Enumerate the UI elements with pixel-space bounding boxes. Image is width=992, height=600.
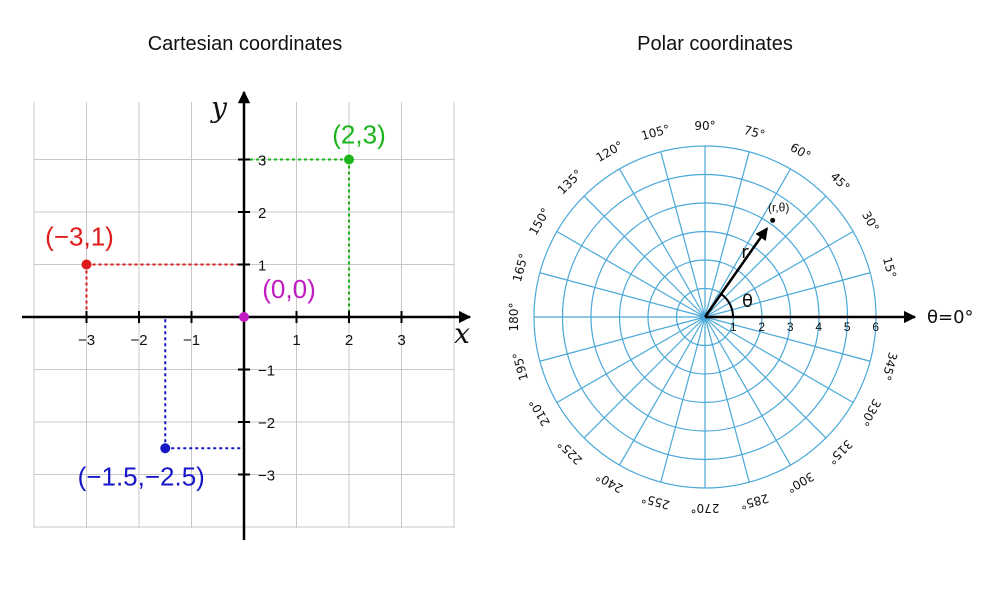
polar-grid-spoke <box>556 230 706 318</box>
point-label: (−3,1) <box>45 222 114 252</box>
polar-angle-label: 345° <box>879 351 900 383</box>
point-label: (0,0) <box>262 274 315 304</box>
polar-grid-spoke <box>704 195 827 318</box>
polar-grid-spoke <box>704 316 871 362</box>
polar-angle-label: 255° <box>640 491 672 512</box>
x-tick-label: 3 <box>397 332 405 349</box>
polar-grid-spoke <box>660 316 706 483</box>
polar-angle-label: 120° <box>593 138 625 165</box>
polar-grid-spoke <box>556 316 706 404</box>
polar-axis-label: θ=0° <box>927 307 974 328</box>
cartesian-guide-lines <box>85 158 350 450</box>
cartesian-ticks: −3 −2 −1 1 2 3 3 2 1 −1 −2 −3 <box>78 153 406 485</box>
polar-grid-spoke <box>660 151 706 318</box>
polar-radial-ticks: 1 2 3 4 5 6 <box>730 320 880 334</box>
polar-grid-spoke <box>539 272 706 318</box>
y-tick-label: −3 <box>258 468 275 485</box>
polar-angle-label: 165° <box>510 252 531 284</box>
cartesian-title: Cartesian coordinates <box>148 33 343 55</box>
point-marker <box>81 259 92 270</box>
polar-grid-spoke <box>704 316 792 466</box>
cartesian-panel: Cartesian coordinates −3 −2 −1 1 2 3321−1−2−3… <box>22 33 472 540</box>
point-label: (2,3) <box>332 120 385 150</box>
polar-grid-spoke <box>704 316 750 483</box>
point-label: (−1.5,−2.5) <box>78 461 205 491</box>
polar-vector-arrow <box>703 227 769 318</box>
polar-angle-label: 315° <box>825 437 855 467</box>
polar-radial-tick: 3 <box>787 320 794 334</box>
polar-angle-label: 300° <box>784 469 816 496</box>
polar-grid-spoke <box>583 195 706 318</box>
polar-angle-label: 285° <box>739 491 771 512</box>
polar-angle-label: 135° <box>555 167 585 197</box>
cartesian-points: (2,3) (−3,1) (0,0) (−1.5,−2.5) <box>45 120 386 492</box>
x-tick-label: 2 <box>345 332 353 349</box>
x-tick-label: −2 <box>130 332 147 349</box>
polar-title: Polar coordinates <box>637 33 793 55</box>
y-tick-label: 3 <box>258 153 266 170</box>
polar-grid-spoke <box>704 151 750 318</box>
y-tick-label: 2 <box>258 205 266 222</box>
y-tick-label: 1 <box>258 258 266 275</box>
x-tick-label: 1 <box>292 332 300 349</box>
x-tick-label: −1 <box>183 332 200 349</box>
polar-r-label: r <box>741 242 749 263</box>
x-axis-label: x <box>454 317 470 350</box>
polar-grid <box>533 145 877 489</box>
polar-angle-label: 45° <box>828 169 853 194</box>
polar-angle-label: 240° <box>593 469 625 496</box>
y-axis-label: y <box>209 91 228 124</box>
polar-angle-label: 210° <box>526 396 553 428</box>
polar-vector: (r,θ) θ r <box>703 200 917 324</box>
polar-angle-label: 90° <box>694 119 715 133</box>
y-tick-label: −2 <box>258 415 275 432</box>
polar-point-marker <box>770 217 776 223</box>
polar-angle-label: 150° <box>526 205 553 237</box>
polar-angle-label: 105° <box>640 122 672 143</box>
polar-angle-label: 195° <box>510 351 531 383</box>
polar-radial-tick: 5 <box>844 320 851 334</box>
polar-grid-spoke <box>704 316 827 439</box>
polar-grid-spoke <box>704 316 854 404</box>
polar-radial-tick: 1 <box>730 320 737 334</box>
polar-theta-arc <box>720 293 734 318</box>
polar-panel: Polar coordinates 15° 30° 45° 60° 75° 90° 105°… <box>507 33 974 515</box>
point-marker <box>239 312 249 322</box>
polar-grid-spoke <box>618 316 706 466</box>
polar-grid-spoke <box>539 316 706 362</box>
polar-grid-spoke <box>704 230 854 318</box>
polar-point-label: (r,θ) <box>768 200 789 214</box>
polar-angle-label: 75° <box>742 123 766 142</box>
polar-grid-spoke <box>618 168 706 318</box>
polar-theta-label: θ <box>742 291 753 312</box>
y-tick-label: −1 <box>258 363 275 380</box>
polar-angle-label: 30° <box>859 209 882 234</box>
polar-grid-spoke <box>583 316 706 439</box>
x-tick-label: −3 <box>78 332 95 349</box>
point-marker <box>160 443 171 454</box>
point-marker <box>344 154 354 165</box>
polar-angle-label: 330° <box>857 396 884 428</box>
polar-grid-spoke <box>704 168 792 318</box>
polar-angle-label: 225° <box>555 437 585 467</box>
polar-angle-label: 270° <box>691 501 720 515</box>
polar-angle-label: 15° <box>880 255 899 279</box>
polar-angle-label: 60° <box>788 140 813 163</box>
polar-angle-label: 180° <box>507 303 521 332</box>
polar-radial-tick: 4 <box>815 320 822 334</box>
polar-radial-tick: 6 <box>872 320 879 334</box>
polar-radial-tick: 2 <box>758 320 765 334</box>
